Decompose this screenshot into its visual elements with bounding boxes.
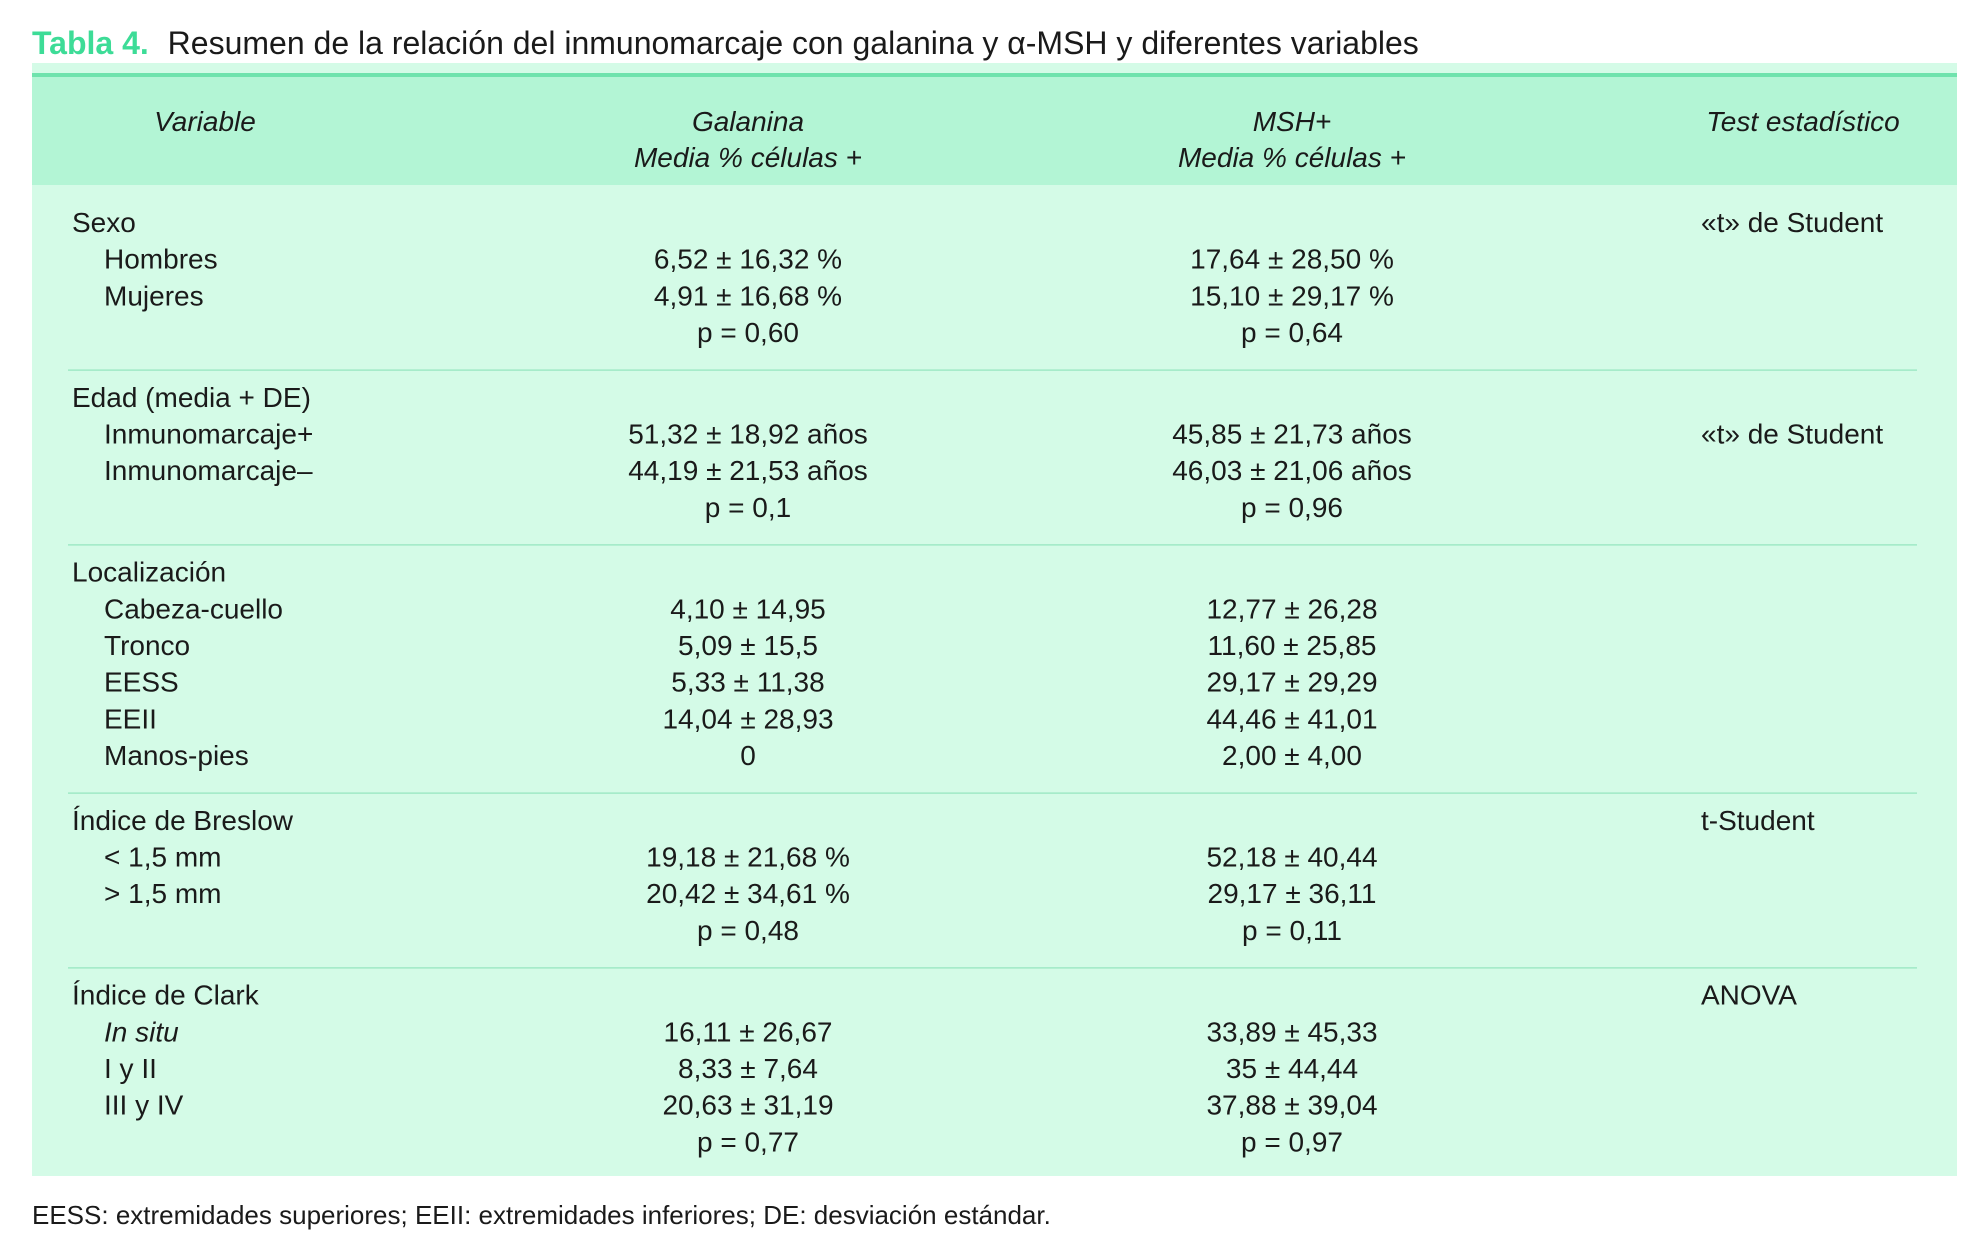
msh-value: 17,64 ± 28,50 % (1190, 244, 1394, 275)
table-background (32, 63, 1957, 1176)
msh-value: 46,03 ± 21,06 años (1172, 455, 1412, 486)
galanina-value: 51,32 ± 18,92 años (628, 419, 868, 450)
column-header: Media % células + (634, 142, 862, 173)
table-title: Tabla 4. Resumen de la relación del inmu… (32, 25, 1419, 61)
row-label: Hombres (104, 244, 218, 275)
msh-value: 12,77 ± 26,28 (1206, 593, 1377, 624)
row-label: Tronco (104, 630, 190, 661)
galanina-value: 5,33 ± 11,38 (671, 667, 824, 698)
column-header: Media % células + (1178, 142, 1406, 173)
row-label: < 1,5 mm (104, 842, 221, 873)
msh-value: 2,00 ± 4,00 (1222, 740, 1362, 771)
row-label: In situ (104, 1016, 179, 1047)
p-value: p = 0,64 (1241, 317, 1343, 348)
row-label: > 1,5 mm (104, 878, 221, 909)
column-header: Galanina (692, 106, 804, 137)
msh-value: 45,85 ± 21,73 años (1172, 419, 1412, 450)
row-label: EESS (104, 667, 179, 698)
p-value: p = 0,1 (705, 492, 791, 523)
row-label: Mujeres (104, 280, 204, 311)
p-value: p = 0,60 (697, 317, 799, 348)
p-value: p = 0,77 (697, 1126, 799, 1157)
galanina-value: 0 (740, 740, 756, 771)
galanina-value: 5,09 ± 15,5 (678, 630, 818, 661)
msh-value: 11,60 ± 25,85 (1208, 630, 1377, 661)
p-value: p = 0,97 (1241, 1126, 1343, 1157)
msh-value: 29,17 ± 29,29 (1206, 667, 1377, 698)
msh-value: 15,10 ± 29,17 % (1190, 280, 1394, 311)
galanina-value: 20,42 ± 34,61 % (646, 878, 850, 909)
row-label: III y IV (104, 1090, 184, 1121)
galanina-value: 4,10 ± 14,95 (670, 593, 826, 624)
group-label: Sexo (72, 207, 136, 238)
footnote: EESS: extremidades superiores; EEII: ext… (32, 1200, 1051, 1230)
galanina-value: 20,63 ± 31,19 (662, 1090, 833, 1121)
column-header: Variable (154, 106, 256, 137)
p-value: p = 0,48 (697, 915, 799, 946)
header-background (32, 76, 1957, 185)
row-label: Cabeza-cuello (104, 593, 283, 624)
msh-value: 52,18 ± 40,44 (1206, 842, 1377, 873)
row-label: Manos-pies (104, 740, 249, 771)
test-label: «t» de Student (1701, 207, 1883, 238)
group-label: Edad (media + DE) (72, 382, 311, 413)
p-value: p = 0,11 (1242, 915, 1342, 946)
row-label: EEII (104, 703, 157, 734)
galanina-value: 4,91 ± 16,68 % (654, 280, 842, 311)
test-label: ANOVA (1701, 980, 1797, 1011)
row-label: Inmunomarcaje– (104, 455, 313, 486)
msh-value: 33,89 ± 45,33 (1206, 1016, 1377, 1047)
test-label: «t» de Student (1701, 419, 1883, 450)
group-label: Índice de Clark (72, 980, 260, 1011)
group-label: Índice de Breslow (72, 805, 294, 836)
p-value: p = 0,96 (1241, 492, 1343, 523)
galanina-value: 8,33 ± 7,64 (678, 1053, 818, 1084)
galanina-value: 44,19 ± 21,53 años (628, 455, 868, 486)
galanina-value: 6,52 ± 16,32 % (654, 244, 842, 275)
group-label: Localización (72, 557, 226, 588)
table-label: Tabla 4. (32, 25, 149, 61)
row-label: I y II (104, 1053, 157, 1084)
msh-value: 35 ± 44,44 (1226, 1053, 1358, 1084)
galanina-value: 16,11 ± 26,67 (664, 1016, 833, 1047)
row-label: Inmunomarcaje+ (104, 419, 313, 450)
table-caption: Resumen de la relación del inmunomarcaje… (168, 25, 1419, 61)
column-header: MSH+ (1253, 106, 1332, 137)
msh-value: 37,88 ± 39,04 (1206, 1090, 1377, 1121)
msh-value: 44,46 ± 41,01 (1206, 703, 1377, 734)
header-rule (32, 73, 1957, 77)
galanina-value: 14,04 ± 28,93 (662, 703, 833, 734)
msh-value: 29,17 ± 36,11 (1208, 878, 1377, 909)
test-label: t-Student (1701, 805, 1815, 836)
galanina-value: 19,18 ± 21,68 % (646, 842, 850, 873)
column-header: Test estadístico (1706, 106, 1900, 137)
